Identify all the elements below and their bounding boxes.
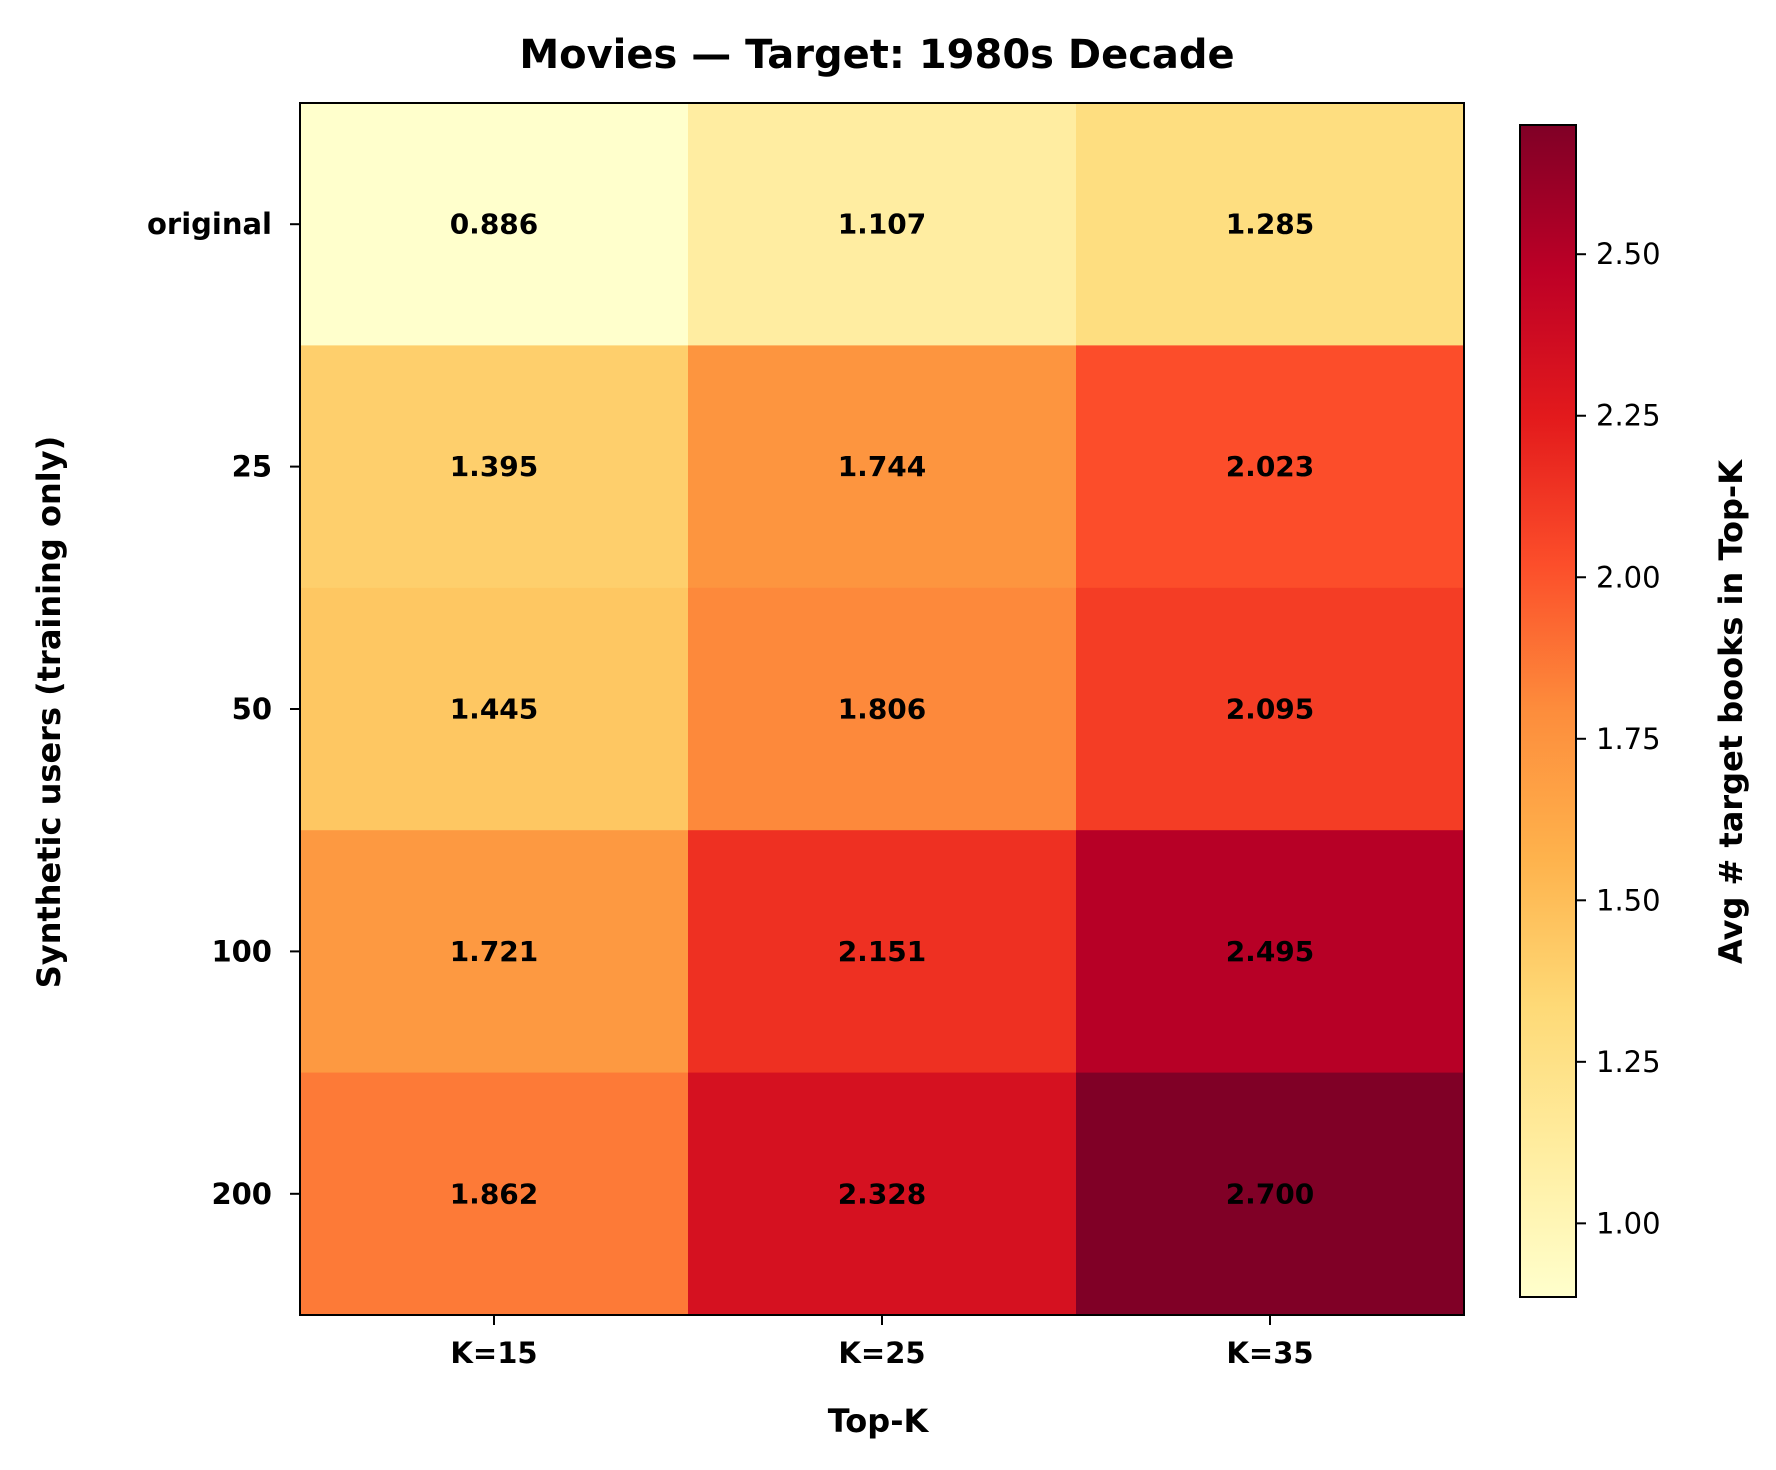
y-axis-label: Synthetic users (training only): [30, 436, 68, 988]
y-tick-label: 25: [232, 450, 272, 484]
heatmap-cell: [300, 587, 689, 831]
cell-value-label: 2.023: [1226, 450, 1315, 483]
colorbar-tick-label: 1.25: [1596, 1045, 1661, 1079]
heatmap-cell: [688, 1072, 1077, 1316]
cell-value-label: 2.495: [1226, 935, 1315, 968]
y-tick-label: 200: [211, 1177, 272, 1211]
x-axis-label: Top-K: [828, 1402, 930, 1440]
cell-value-label: 1.107: [838, 208, 927, 241]
x-axis-ticks: K=15 K=25 K=35: [450, 1315, 1314, 1370]
heatmap-cell: [688, 103, 1077, 346]
heatmap-cell: [1076, 830, 1465, 1074]
colorbar-tick-label: 2.50: [1596, 237, 1661, 271]
heatmap-cell: [1076, 1072, 1465, 1316]
cell-value-label: 2.095: [1226, 693, 1315, 726]
heatmap-cell: [300, 1072, 689, 1316]
y-axis-ticks: original 25 50 100 200: [147, 207, 300, 1211]
colorbar-tick-label: 2.25: [1596, 399, 1661, 433]
colorbar-tick-label: 1.50: [1596, 883, 1661, 917]
cell-value-label: 0.886: [450, 208, 539, 241]
colorbar-tick-label: 1.75: [1596, 722, 1661, 756]
y-tick-label: original: [147, 207, 272, 241]
colorbar-label: Avg # target books in Top-K: [1712, 459, 1750, 964]
heatmap-cell: [688, 587, 1077, 831]
heatmap-cell: [300, 103, 689, 346]
heatmap-cell: [300, 830, 689, 1074]
x-tick-label: K=35: [1226, 1336, 1313, 1370]
cell-value-label: 2.151: [838, 935, 927, 968]
heatmap-cell: [300, 345, 689, 589]
heatmap-cell: [1076, 587, 1465, 831]
colorbar-tick-label: 2.00: [1596, 560, 1661, 594]
cell-value-label: 1.285: [1226, 208, 1315, 241]
cell-value-label: 2.700: [1226, 1177, 1315, 1210]
cell-value-label: 1.395: [450, 450, 539, 483]
colorbar-tick-label: 1.00: [1596, 1206, 1661, 1240]
heatmap-cells: [300, 103, 1465, 1316]
chart-title: Movies — Target: 1980s Decade: [519, 32, 1234, 78]
cell-value-label: 1.806: [838, 693, 927, 726]
heatmap-cell: [688, 830, 1077, 1074]
heatmap-cell: [688, 345, 1077, 589]
heatmap-cell: [1076, 103, 1465, 346]
x-tick-label: K=15: [450, 1336, 537, 1370]
heatmap-value-labels: 0.886 1.107 1.285 1.395 1.744 2.023 1.445 1.806…: [450, 208, 1315, 1211]
y-tick-label: 50: [232, 692, 272, 726]
cell-value-label: 1.721: [450, 935, 539, 968]
cell-value-label: 1.744: [838, 450, 927, 483]
cell-value-label: 1.862: [450, 1177, 539, 1210]
heatmap-cell: [1076, 345, 1465, 589]
colorbar: [1519, 124, 1577, 1298]
cell-value-label: 1.445: [450, 693, 539, 726]
colorbar-ticks: 1.00 1.25 1.50 1.75 2.00 2.25 2.50: [1576, 237, 1661, 1240]
x-tick-label: K=25: [838, 1336, 925, 1370]
y-tick-label: 100: [211, 934, 272, 968]
cell-value-label: 2.328: [838, 1177, 927, 1210]
